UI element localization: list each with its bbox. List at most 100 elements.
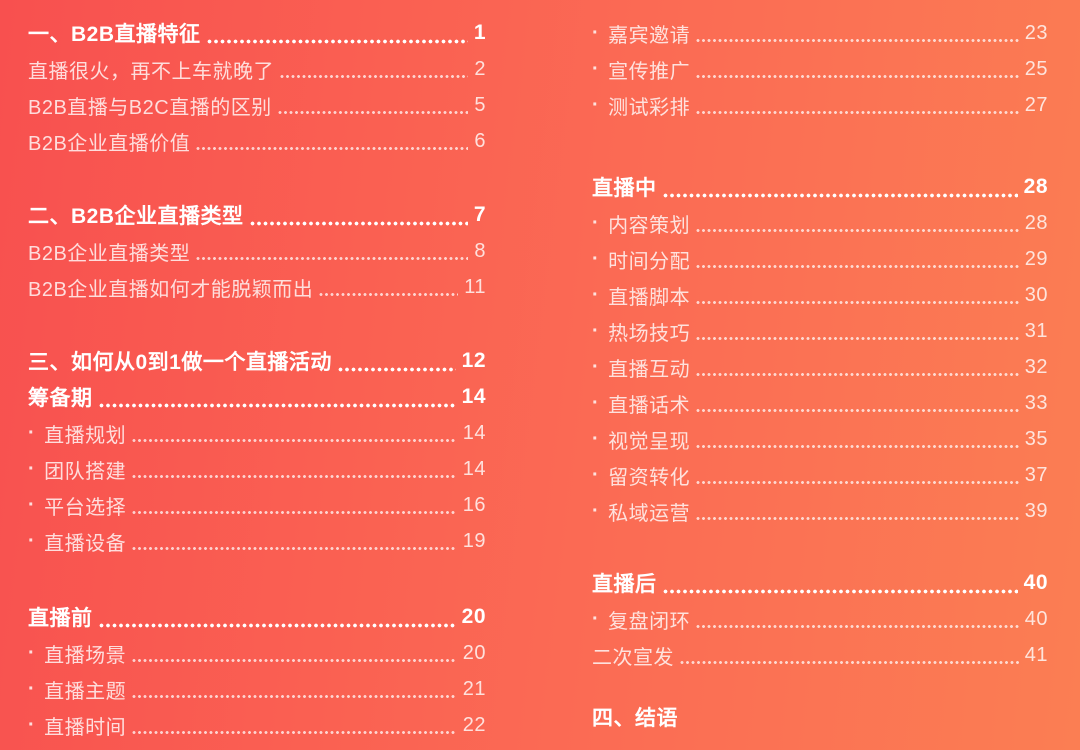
toc-entry-label: 留资转化	[608, 466, 691, 489]
toc-entry[interactable]: 直播很火，再不上车就晚了 2	[28, 51, 486, 87]
toc-entry[interactable]: · 直播互动 32	[592, 349, 1048, 385]
toc-entry[interactable]: · 视觉呈现 35	[592, 421, 1048, 457]
toc-entry[interactable]: · 内容策划 28	[592, 205, 1048, 241]
toc-entry[interactable]: B2B企业直播类型 8	[28, 233, 486, 269]
toc-entry-page-number: 20	[462, 641, 486, 664]
toc-entry-page-number: 35	[1024, 427, 1048, 450]
dot-leader	[132, 694, 457, 699]
toc-entry-page-number: 16	[462, 493, 486, 516]
toc-entry[interactable]: · 私域运营 39	[592, 493, 1048, 529]
bullet-icon: ·	[592, 391, 600, 414]
toc-entry[interactable]: · 复盘闭环 40	[592, 601, 1048, 637]
toc-entry-page-number: 11	[464, 275, 486, 298]
toc-entry-label: 复盘闭环	[608, 610, 691, 633]
dot-leader	[132, 510, 457, 515]
toc-entry-label: B2B企业直播类型	[28, 242, 191, 265]
dot-leader	[132, 438, 457, 443]
dot-leader	[696, 624, 1019, 629]
toc-column-right: · 嘉宾邀请 23 · 宣传推广 25 · 测试彩排 27 直播中 28 · 内…	[592, 15, 1048, 750]
toc-entry[interactable]: · 宣传推广 25	[592, 51, 1048, 87]
toc-entry-label: 直播中	[592, 177, 657, 200]
toc-entry[interactable]: · 热场技巧 31	[592, 313, 1048, 349]
bullet-icon: ·	[592, 247, 600, 270]
toc-entry-page-number: 20	[461, 605, 486, 628]
toc-entry-page-number: 21	[462, 677, 486, 700]
toc-entry-page-number: 14	[461, 385, 486, 408]
toc-entry[interactable]: · 直播脚本 30	[592, 277, 1048, 313]
dot-leader	[319, 292, 459, 297]
toc-entry-page-number: 28	[1024, 211, 1048, 234]
toc-entry-page-number: 33	[1024, 391, 1048, 414]
toc-entry[interactable]: · 平台选择 16	[28, 487, 486, 523]
toc-entry[interactable]: 二次宣发 41	[592, 637, 1048, 673]
toc-entry-label: 嘉宾邀请	[608, 24, 691, 47]
toc-entry[interactable]: 四、结语	[592, 699, 1048, 735]
bullet-icon: ·	[592, 319, 600, 342]
toc-entry[interactable]: · 时间分配 29	[592, 241, 1048, 277]
toc-entry-label: 测试彩排	[608, 96, 691, 119]
dot-leader	[696, 264, 1019, 269]
toc-entry[interactable]: B2B直播与B2C直播的区别 5	[28, 87, 486, 123]
toc-entry[interactable]: 直播前 20	[28, 599, 486, 635]
bullet-icon: ·	[592, 427, 600, 450]
toc-entry-page-number: 41	[1024, 643, 1048, 666]
toc-entry-label: 二次宣发	[592, 646, 674, 669]
toc-entry[interactable]: · 直播场景 20	[28, 635, 486, 671]
toc-entry-label: 筹备期	[28, 387, 93, 410]
toc-entry-page-number: 40	[1023, 571, 1048, 594]
toc-entry[interactable]: B2B企业直播如何才能脱颖而出 11	[28, 269, 486, 305]
toc-entry[interactable]: · 团队搭建 14	[28, 451, 486, 487]
toc-entry-page-number: 32	[1024, 355, 1048, 378]
toc-entry-page-number: 14	[462, 457, 486, 480]
bullet-icon: ·	[28, 457, 36, 480]
toc-entry-label: 时间分配	[608, 250, 691, 273]
toc-entry[interactable]: · 直播设备 19	[28, 523, 486, 559]
toc-entry-page-number: 28	[1023, 175, 1048, 198]
dot-leader	[132, 658, 457, 663]
dot-leader	[98, 623, 456, 628]
dot-leader	[696, 444, 1019, 449]
toc-entry[interactable]: 直播后 40	[592, 565, 1048, 601]
toc-group-before-live: 直播前 20 · 直播场景 20 · 直播主题 21 · 直播时间 22	[28, 599, 486, 743]
dot-leader	[196, 256, 469, 261]
toc-entry[interactable]: 筹备期 14	[28, 379, 486, 415]
toc-entry-page-number: 22	[462, 713, 486, 736]
toc-entry-page-number: 2	[474, 57, 486, 80]
toc-entry-label: 宣传推广	[608, 60, 691, 83]
toc-entry-page-number: 30	[1024, 283, 1048, 306]
toc-entry[interactable]: · 嘉宾邀请 23	[592, 15, 1048, 51]
dot-leader	[206, 39, 468, 44]
bullet-icon: ·	[592, 211, 600, 234]
bullet-icon: ·	[28, 677, 36, 700]
toc-entry-page-number: 19	[462, 529, 486, 552]
toc-entry-label: 直播脚本	[608, 286, 691, 309]
toc-entry[interactable]: · 直播规划 14	[28, 415, 486, 451]
dot-leader	[696, 110, 1019, 115]
bullet-icon: ·	[28, 713, 36, 736]
toc-entry-label: 直播前	[28, 607, 93, 630]
toc-entry[interactable]: · 直播时间 22	[28, 707, 486, 743]
toc-group-before-live-continued: · 嘉宾邀请 23 · 宣传推广 25 · 测试彩排 27	[592, 15, 1048, 123]
toc-entry-label: 三、如何从0到1做一个直播活动	[28, 351, 332, 374]
toc-entry[interactable]: · 测试彩排 27	[592, 87, 1048, 123]
toc-entry[interactable]: · 留资转化 37	[592, 457, 1048, 493]
toc-entry[interactable]: 三、如何从0到1做一个直播活动 12	[28, 343, 486, 379]
toc-entry[interactable]: 直播中 28	[592, 169, 1048, 205]
bullet-icon: ·	[592, 21, 600, 44]
toc-entry-label: 直播主题	[44, 680, 127, 703]
toc-entry-label: B2B企业直播如何才能脱颖而出	[28, 278, 314, 301]
toc-entry-label: 团队搭建	[44, 460, 127, 483]
toc-group-section-3: 三、如何从0到1做一个直播活动 12 筹备期 14 · 直播规划 14 · 团队…	[28, 343, 486, 559]
dot-leader	[696, 408, 1019, 413]
toc-entry[interactable]: · 直播主题 21	[28, 671, 486, 707]
toc-entry[interactable]: 一、B2B直播特征 1	[28, 15, 486, 51]
toc-entry[interactable]: B2B企业直播价值 6	[28, 123, 486, 159]
dot-leader	[132, 730, 457, 735]
toc-entry-page-number: 39	[1024, 499, 1048, 522]
toc-group-section-1: 一、B2B直播特征 1 直播很火，再不上车就晚了 2 B2B直播与B2C直播的区…	[28, 15, 486, 159]
toc-group-section-4: 四、结语	[592, 699, 1048, 735]
toc-entry-label: 直播场景	[44, 644, 127, 667]
toc-entry[interactable]: 二、B2B企业直播类型 7	[28, 197, 486, 233]
toc-entry-label: 直播很火，再不上车就晚了	[28, 60, 274, 83]
toc-entry[interactable]: · 直播话术 33	[592, 385, 1048, 421]
